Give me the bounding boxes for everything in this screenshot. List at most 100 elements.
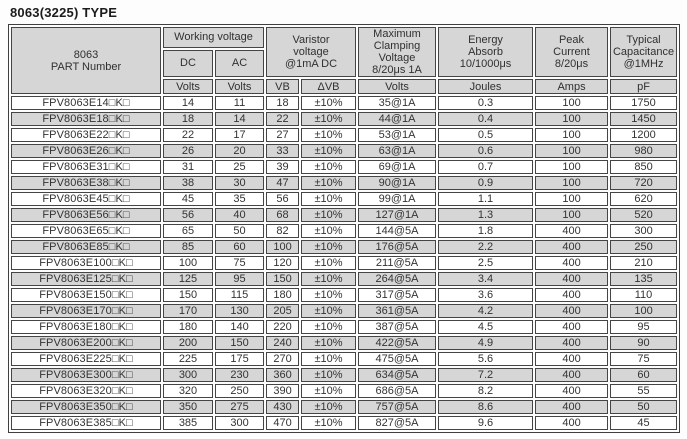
cell-pf: 55 <box>610 384 678 398</box>
cell-dc-volts: 31 <box>163 160 213 174</box>
cell-vb: 120 <box>266 256 300 270</box>
table-row: FPV8063E150□K□ 150 115 180 ±10% 317@5A 3.6 400 1… <box>11 288 678 302</box>
cell-joules: 0.3 <box>438 96 534 110</box>
cell-pf: 45 <box>610 416 678 430</box>
cell-delta-vb: ±10% <box>301 272 357 286</box>
cell-pf: 95 <box>610 320 678 334</box>
cell-part-number: FPV8063E320□K□ <box>11 384 161 398</box>
cell-amps: 400 <box>535 304 609 318</box>
cell-vb: 470 <box>266 416 300 430</box>
cell-dc-volts: 14 <box>163 96 213 110</box>
cell-ac-volts: 25 <box>215 160 265 174</box>
cell-vb: 22 <box>266 112 300 126</box>
table-row: FPV8063E225□K□ 225 175 270 ±10% 475@5A 5.6 400 7… <box>11 352 678 366</box>
table-row: FPV8063E38□K□ 38 30 47 ±10% 90@1A 0.9 100 720 <box>11 176 678 190</box>
cell-dc-volts: 170 <box>163 304 213 318</box>
cell-joules: 3.6 <box>438 288 534 302</box>
cell-part-number: FPV8063E14□K□ <box>11 96 161 110</box>
cell-pf: 110 <box>610 288 678 302</box>
cell-delta-vb: ±10% <box>301 128 357 142</box>
cell-ac-volts: 17 <box>215 128 265 142</box>
cell-ac-volts: 60 <box>215 240 265 254</box>
cell-pf: 100 <box>610 304 678 318</box>
cell-ac-volts: 11 <box>215 96 265 110</box>
table-row: FPV8063E180□K□ 180 140 220 ±10% 387@5A 4.5 400 9… <box>11 320 678 334</box>
cell-vb: 360 <box>266 368 300 382</box>
table-row: FPV8063E385□K□ 385 300 470 ±10% 827@5A 9.6 400 4… <box>11 416 678 430</box>
cell-dc-volts: 300 <box>163 368 213 382</box>
cell-vb: 150 <box>266 272 300 286</box>
col-header-part-number: 8063 PART Number <box>11 27 161 94</box>
cell-joules: 0.4 <box>438 112 534 126</box>
cell-delta-vb: ±10% <box>301 416 357 430</box>
cell-joules: 5.6 <box>438 352 534 366</box>
cell-amps: 400 <box>535 416 609 430</box>
cell-pf: 980 <box>610 144 678 158</box>
cell-joules: 4.5 <box>438 320 534 334</box>
cell-joules: 8.2 <box>438 384 534 398</box>
cell-ac-volts: 14 <box>215 112 265 126</box>
cell-dc-volts: 18 <box>163 112 213 126</box>
cell-amps: 100 <box>535 192 609 206</box>
cell-amps: 400 <box>535 368 609 382</box>
cell-part-number: FPV8063E26□K□ <box>11 144 161 158</box>
cell-joules: 1.1 <box>438 192 534 206</box>
cell-dc-volts: 385 <box>163 416 213 430</box>
cell-pf: 1200 <box>610 128 678 142</box>
cell-amps: 100 <box>535 96 609 110</box>
cell-dc-volts: 56 <box>163 208 213 222</box>
cell-part-number: FPV8063E22□K□ <box>11 128 161 142</box>
cell-joules: 0.5 <box>438 128 534 142</box>
cell-amps: 400 <box>535 352 609 366</box>
spec-table: 8063 PART Number Working voltage Varisto… <box>8 24 681 433</box>
unit-vb: VB <box>266 79 300 94</box>
cell-amps: 100 <box>535 128 609 142</box>
cell-joules: 9.6 <box>438 416 534 430</box>
cell-vb: 18 <box>266 96 300 110</box>
table-row: FPV8063E350□K□ 350 275 430 ±10% 757@5A 8.6 400 5… <box>11 400 678 414</box>
cell-part-number: FPV8063E45□K□ <box>11 192 161 206</box>
cell-clamping-volts: 211@5A <box>358 256 437 270</box>
cell-joules: 3.4 <box>438 272 534 286</box>
cell-part-number: FPV8063E225□K□ <box>11 352 161 366</box>
table-row: FPV8063E320□K□ 320 250 390 ±10% 686@5A 8.2 400 5… <box>11 384 678 398</box>
cell-vb: 100 <box>266 240 300 254</box>
cell-joules: 8.6 <box>438 400 534 414</box>
cell-dc-volts: 22 <box>163 128 213 142</box>
cell-vb: 47 <box>266 176 300 190</box>
cell-vb: 33 <box>266 144 300 158</box>
cell-joules: 2.5 <box>438 256 534 270</box>
cell-joules: 1.3 <box>438 208 534 222</box>
cell-dc-volts: 38 <box>163 176 213 190</box>
cell-joules: 7.2 <box>438 368 534 382</box>
cell-clamping-volts: 317@5A <box>358 288 437 302</box>
cell-ac-volts: 35 <box>215 192 265 206</box>
col-header-peak-current: Peak Current 8/20μs <box>535 27 609 77</box>
table-row: FPV8063E22□K□ 22 17 27 ±10% 53@1A 0.5 100 1200 <box>11 128 678 142</box>
cell-part-number: FPV8063E125□K□ <box>11 272 161 286</box>
cell-pf: 720 <box>610 176 678 190</box>
cell-delta-vb: ±10% <box>301 304 357 318</box>
cell-amps: 400 <box>535 272 609 286</box>
table-body: FPV8063E14□K□ 14 11 18 ±10% 35@1A 0.3 100 1750 FP… <box>11 96 678 430</box>
cell-ac-volts: 300 <box>215 416 265 430</box>
cell-amps: 400 <box>535 336 609 350</box>
unit-delta-vb: ΔVB <box>301 79 357 94</box>
col-header-ac: AC <box>215 49 265 77</box>
cell-amps: 100 <box>535 208 609 222</box>
cell-part-number: FPV8063E18□K□ <box>11 112 161 126</box>
cell-amps: 400 <box>535 224 609 238</box>
cell-ac-volts: 230 <box>215 368 265 382</box>
unit-amps: Amps <box>535 79 609 94</box>
col-header-varistor-voltage: Varistor voltage @1mA DC <box>266 27 357 77</box>
table-row: FPV8063E31□K□ 31 25 39 ±10% 69@1A 0.7 100 850 <box>11 160 678 174</box>
cell-pf: 250 <box>610 240 678 254</box>
cell-clamping-volts: 387@5A <box>358 320 437 334</box>
cell-part-number: FPV8063E180□K□ <box>11 320 161 334</box>
cell-vb: 180 <box>266 288 300 302</box>
cell-dc-volts: 350 <box>163 400 213 414</box>
cell-dc-volts: 85 <box>163 240 213 254</box>
cell-clamping-volts: 44@1A <box>358 112 437 126</box>
cell-amps: 400 <box>535 320 609 334</box>
cell-vb: 68 <box>266 208 300 222</box>
